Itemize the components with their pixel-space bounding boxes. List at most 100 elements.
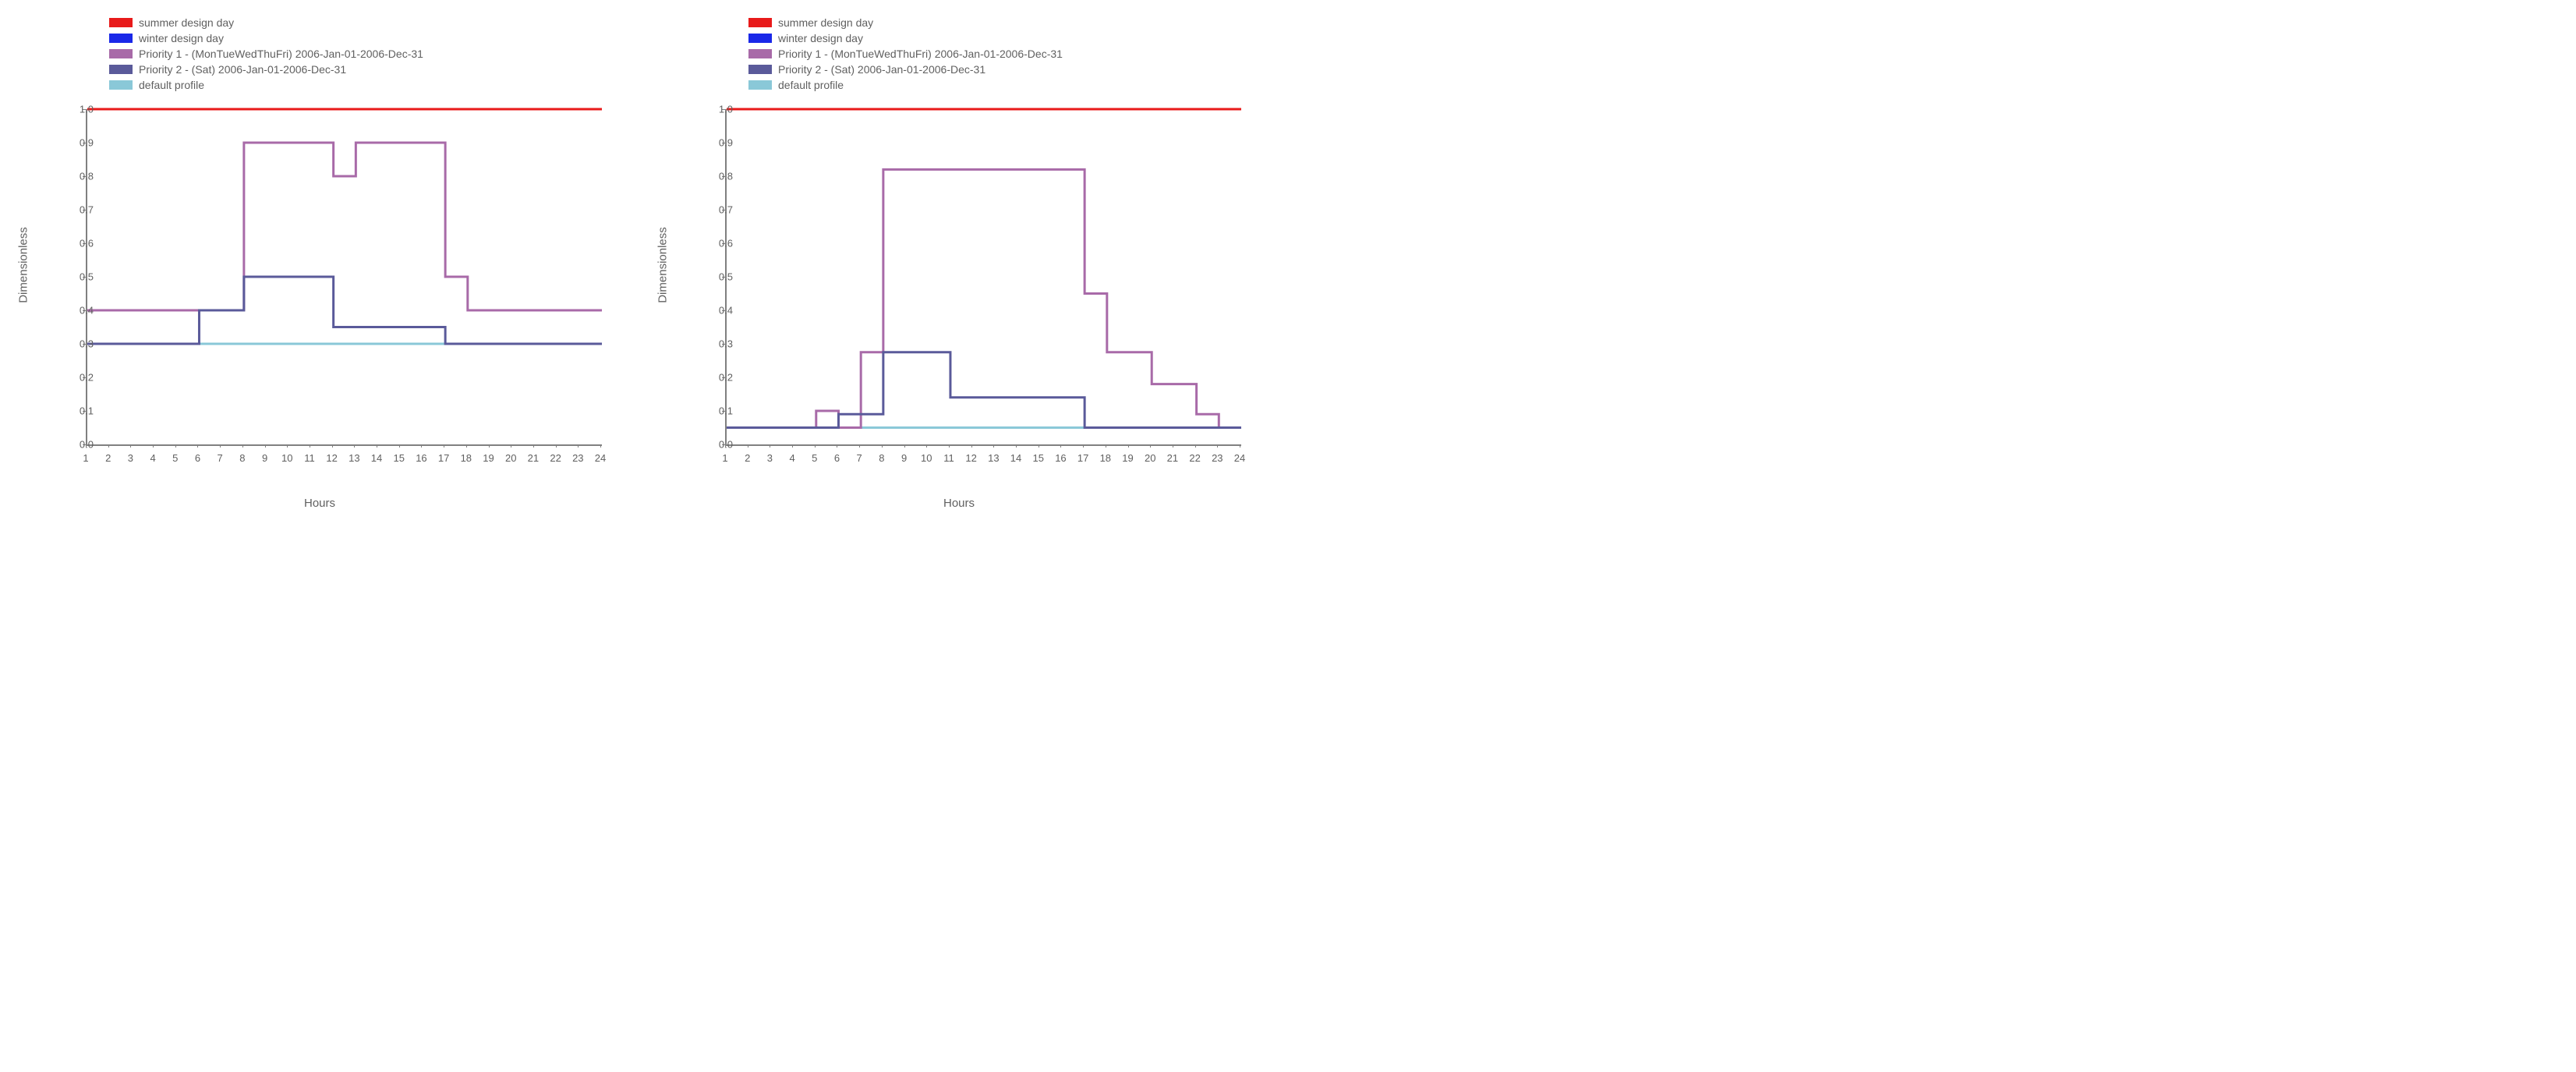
- x-tick-label: 14: [371, 452, 382, 464]
- x-tick: [1128, 444, 1129, 448]
- y-tick-label: 0.9: [62, 137, 94, 149]
- x-axis-label: Hours: [943, 497, 975, 510]
- legend-label: summer design day: [778, 16, 873, 29]
- y-tick-label: 1.0: [702, 104, 733, 115]
- legend-item: Priority 2 - (Sat) 2006-Jan-01-2006-Dec-…: [109, 62, 423, 76]
- x-tick-label: 19: [1122, 452, 1133, 464]
- x-tick-label: 19: [483, 452, 494, 464]
- legend-item: summer design day: [748, 16, 1063, 30]
- x-tick: [578, 444, 579, 448]
- x-tick-label: 4: [789, 452, 794, 464]
- chart-right: summer design day winter design day Priori…: [655, 16, 1263, 515]
- y-tick-label: 0.2: [702, 372, 733, 384]
- x-tick: [1016, 444, 1017, 448]
- legend-item: Priority 2 - (Sat) 2006-Jan-01-2006-Dec-…: [748, 62, 1063, 76]
- x-tick-label: 3: [767, 452, 773, 464]
- x-tick-label: 6: [834, 452, 840, 464]
- x-tick-label: 17: [1077, 452, 1088, 464]
- y-axis-label: Dimensionless: [656, 227, 670, 303]
- x-tick: [265, 444, 266, 448]
- x-tick-label: 1: [83, 452, 88, 464]
- x-tick: [1150, 444, 1151, 448]
- x-tick-label: 14: [1010, 452, 1021, 464]
- x-tick: [354, 444, 355, 448]
- chart-lines: [87, 109, 602, 444]
- x-tick-label: 22: [550, 452, 561, 464]
- legend-label: Priority 2 - (Sat) 2006-Jan-01-2006-Dec-…: [139, 63, 346, 76]
- x-tick: [466, 444, 467, 448]
- legend-label: Priority 1 - (MonTueWedThuFri) 2006-Jan-…: [778, 48, 1063, 60]
- x-tick-label: 17: [438, 452, 449, 464]
- y-tick-label: 0.8: [702, 171, 733, 182]
- x-tick: [904, 444, 905, 448]
- x-tick-label: 24: [595, 452, 606, 464]
- legend-label: default profile: [778, 79, 844, 91]
- x-tick-label: 13: [349, 452, 359, 464]
- x-tick-label: 7: [218, 452, 223, 464]
- legend-swatch: [109, 34, 133, 43]
- x-tick: [1083, 444, 1084, 448]
- x-tick-label: 3: [128, 452, 133, 464]
- legend-item: winter design day: [748, 31, 1063, 45]
- x-tick: [197, 444, 198, 448]
- x-tick: [175, 444, 176, 448]
- x-tick-label: 16: [1055, 452, 1066, 464]
- x-tick: [287, 444, 288, 448]
- legend-swatch: [748, 49, 772, 58]
- x-tick-label: 1: [722, 452, 727, 464]
- x-tick-label: 11: [304, 452, 315, 464]
- x-tick: [153, 444, 154, 448]
- series-priority1: [87, 143, 602, 310]
- y-tick-label: 1.0: [62, 104, 94, 115]
- x-tick: [242, 444, 243, 448]
- legend-item: default profile: [748, 78, 1063, 92]
- x-tick-label: 5: [172, 452, 178, 464]
- x-tick: [815, 444, 816, 448]
- y-tick-label: 0.1: [702, 405, 733, 417]
- x-tick: [949, 444, 950, 448]
- x-tick: [725, 444, 726, 448]
- x-tick: [421, 444, 422, 448]
- legend: summer design daywinter design dayPriori…: [109, 16, 423, 94]
- x-tick: [600, 444, 601, 448]
- x-tick: [399, 444, 400, 448]
- series-priority2: [727, 352, 1241, 428]
- legend-item: Priority 1 - (MonTueWedThuFri) 2006-Jan-…: [109, 47, 423, 61]
- legend: summer design day winter design day Priori…: [748, 16, 1063, 94]
- x-tick: [489, 444, 490, 448]
- x-tick-label: 10: [281, 452, 292, 464]
- y-tick-label: 0.6: [702, 238, 733, 249]
- legend-swatch: [109, 49, 133, 58]
- y-tick-label: 0.4: [702, 305, 733, 317]
- x-tick: [533, 444, 534, 448]
- x-tick-label: 13: [988, 452, 999, 464]
- x-tick-label: 18: [461, 452, 472, 464]
- y-tick-label: 0.0: [62, 439, 94, 451]
- x-tick-label: 20: [1145, 452, 1155, 464]
- x-tick-label: 23: [572, 452, 583, 464]
- x-tick-label: 4: [150, 452, 155, 464]
- x-tick-label: 20: [505, 452, 516, 464]
- x-tick: [1060, 444, 1061, 448]
- legend-swatch: [748, 65, 772, 74]
- y-tick-label: 0.2: [62, 372, 94, 384]
- x-tick-label: 15: [394, 452, 405, 464]
- legend-label: Priority 1 - (MonTueWedThuFri) 2006-Jan-…: [139, 48, 423, 60]
- y-tick-label: 0.3: [702, 338, 733, 350]
- y-tick-label: 0.5: [62, 271, 94, 283]
- y-tick-label: 0.6: [62, 238, 94, 249]
- y-axis-label: Dimensionless: [17, 227, 30, 303]
- series-priority1: [727, 169, 1241, 427]
- x-tick: [792, 444, 793, 448]
- legend-swatch: [109, 18, 133, 27]
- x-tick: [993, 444, 994, 448]
- x-tick-label: 9: [901, 452, 907, 464]
- x-tick: [926, 444, 927, 448]
- legend-label: default profile: [139, 79, 204, 91]
- x-tick-label: 12: [326, 452, 337, 464]
- legend-item: default profile: [109, 78, 423, 92]
- x-tick-label: 11: [943, 452, 954, 464]
- plot-area: [725, 109, 1241, 446]
- x-tick-label: 21: [528, 452, 539, 464]
- x-tick-label: 2: [745, 452, 750, 464]
